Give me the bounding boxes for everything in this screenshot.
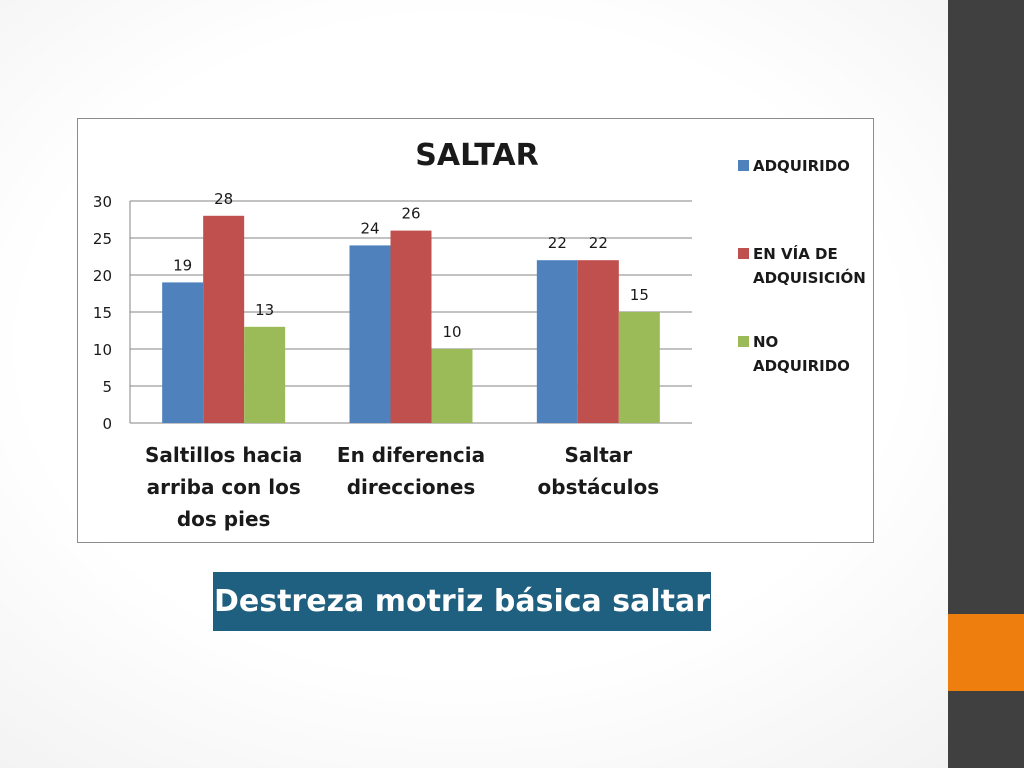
y-tick-label: 30 <box>93 193 112 211</box>
bar-1-3 <box>536 260 578 423</box>
bar-3-3 <box>618 312 660 423</box>
legend-label-adquirido: ADQUIRIDO <box>753 157 850 175</box>
x-category-label-obstaculos: Saltar obstáculos <box>537 443 660 499</box>
bar-1-1 <box>162 282 204 423</box>
data-label: 22 <box>589 234 608 252</box>
x-category-label-direcciones: En diferencia direcciones <box>336 443 486 499</box>
legend-label-no-adquirido: NO ADQUIRIDO <box>753 333 850 375</box>
bar-1-2 <box>349 245 391 423</box>
data-label: 15 <box>630 286 649 304</box>
chart-title: SALTAR <box>77 138 877 173</box>
bar-3-1 <box>244 326 286 423</box>
bar-3-2 <box>431 349 473 423</box>
data-label: 28 <box>214 190 233 208</box>
sidebar-accent-block <box>948 614 1024 691</box>
legend-swatch-adquirido <box>738 160 749 171</box>
data-label: 24 <box>360 219 379 237</box>
slide-caption-text: Destreza motriz básica saltar <box>213 584 711 619</box>
y-tick-label: 5 <box>102 378 112 396</box>
legend-label-en-via: EN VÍA DE ADQUISICIÓN <box>753 245 866 287</box>
y-tick-label: 10 <box>93 341 112 359</box>
data-label: 13 <box>255 301 274 319</box>
bar-2-2 <box>390 230 432 423</box>
bar-2-1 <box>203 215 245 423</box>
y-tick-label: 20 <box>93 267 112 285</box>
bar-2-3 <box>577 260 619 423</box>
chart-title-text: SALTAR <box>415 138 539 173</box>
slide-caption: Destreza motriz básica saltar <box>213 572 711 631</box>
legend-swatch-no-adquirido <box>738 336 749 347</box>
x-category-label-saltillos: Saltillos hacia arriba con los dos pies <box>144 443 303 531</box>
data-label: 22 <box>548 234 567 252</box>
y-tick-label: 0 <box>102 415 112 433</box>
y-tick-label: 15 <box>93 304 112 322</box>
data-label: 26 <box>401 205 420 223</box>
data-label: 19 <box>173 256 192 274</box>
legend-swatch-en-via <box>738 248 749 259</box>
data-label: 10 <box>442 323 461 341</box>
bar-chart: 0 5 10 15 20 25 30 19 28 13 24 26 10 22 22 15 <box>93 190 692 433</box>
y-tick-label: 25 <box>93 230 112 248</box>
